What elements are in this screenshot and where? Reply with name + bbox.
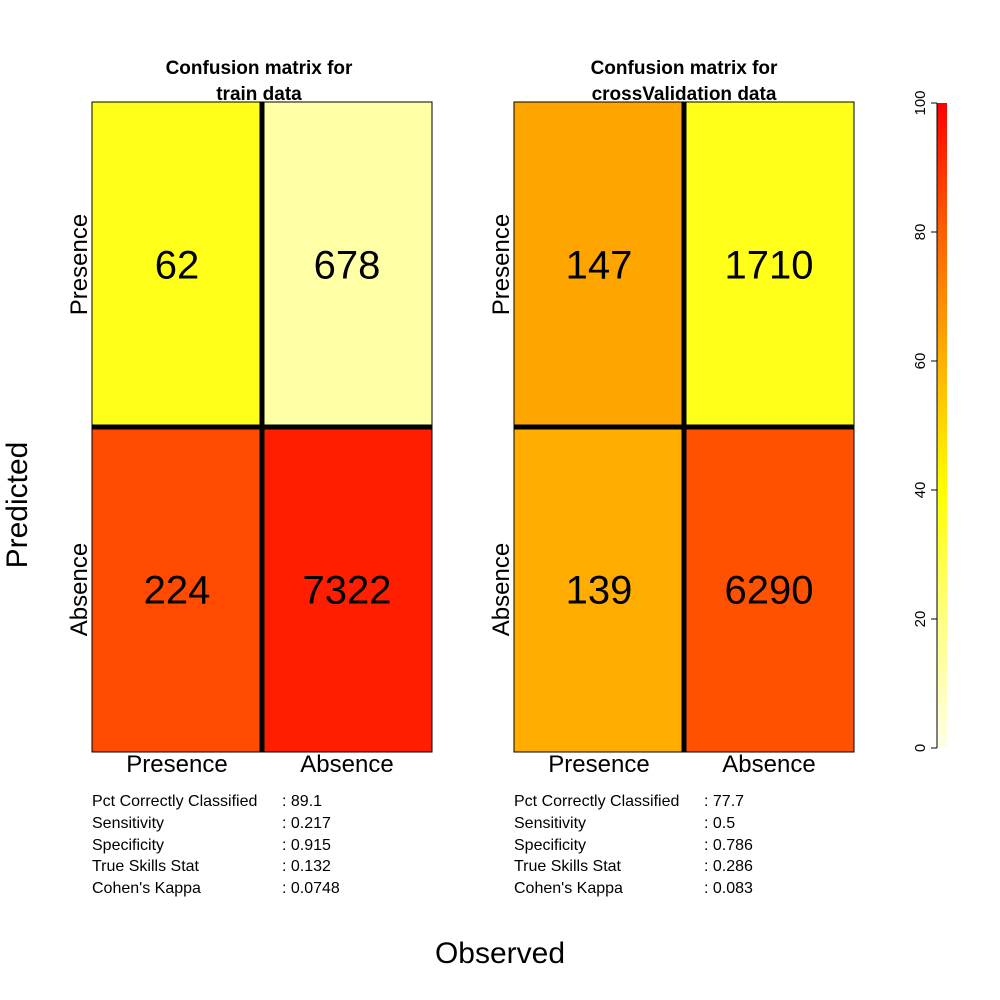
matrix-panel-crossvalidation: 147 1710 139 6290 Confusion matrix for crossV… bbox=[488, 58, 855, 778]
stat-value: : 0.915 bbox=[282, 836, 331, 854]
cell-value: 7322 bbox=[303, 569, 392, 613]
colorbar-tick-label: 40 bbox=[912, 482, 929, 499]
panel-title-line: train data bbox=[216, 84, 302, 105]
stat-value: : 0.5 bbox=[704, 814, 736, 832]
x-axis-title: Observed bbox=[434, 937, 566, 970]
cell-value: 147 bbox=[566, 244, 633, 288]
stat-label: Sensitivity bbox=[92, 814, 165, 832]
cell-presence-presence bbox=[92, 102, 262, 427]
colorbar-tick-label: 60 bbox=[912, 353, 929, 370]
cell-value: 139 bbox=[566, 569, 633, 613]
cell-presence-presence bbox=[514, 102, 684, 427]
row-label-presence: Presence bbox=[488, 214, 515, 315]
stat-label: Specificity bbox=[92, 836, 165, 854]
cell-absence-presence bbox=[92, 427, 262, 752]
cell-absence-presence bbox=[514, 427, 684, 752]
col-label-absence: Absence bbox=[300, 751, 393, 778]
stat-value: : 0.217 bbox=[282, 814, 331, 832]
row-label-absence: Absence bbox=[66, 543, 93, 636]
stat-value: : 0.286 bbox=[704, 858, 753, 876]
stat-label: Cohen's Kappa bbox=[92, 880, 201, 898]
stat-label: Pct Correctly Classified bbox=[514, 793, 680, 810]
panel-title-line: Confusion matrix for bbox=[166, 58, 353, 79]
colorbar-gradient bbox=[937, 103, 947, 748]
row-label-presence: Presence bbox=[66, 214, 93, 315]
stat-label: Pct Correctly Classified bbox=[92, 793, 258, 810]
colorbar-tick-label: 0 bbox=[912, 744, 929, 752]
cell-absence-absence bbox=[684, 427, 854, 752]
stat-label: True Skills Stat bbox=[92, 858, 199, 876]
colorbar-tick-label: 100 bbox=[912, 90, 929, 115]
cell-value: 62 bbox=[155, 244, 200, 288]
colorbar-legend: 0 20 40 60 80 100 bbox=[912, 90, 947, 752]
cell-value: 678 bbox=[314, 244, 381, 288]
colorbar-tick-label: 80 bbox=[912, 224, 929, 241]
matrix-panel-train: 62 678 224 7322 Confusion matrix for train da… bbox=[66, 58, 433, 778]
col-label-absence: Absence bbox=[722, 751, 815, 778]
cell-absence-absence bbox=[262, 427, 432, 752]
cell-value: 6290 bbox=[725, 569, 814, 613]
stat-label: Sensitivity bbox=[514, 814, 587, 832]
y-axis-title: Predicted bbox=[1, 441, 34, 569]
cell-value: 1710 bbox=[725, 244, 814, 288]
panel-title-line: crossValidation data bbox=[592, 84, 777, 105]
cell-value: 224 bbox=[144, 569, 211, 613]
stat-value: : 89.1 bbox=[282, 793, 323, 810]
stat-value: : 0.083 bbox=[704, 880, 753, 898]
stat-value: : 0.786 bbox=[704, 836, 753, 854]
row-label-absence: Absence bbox=[488, 543, 515, 636]
stat-label: True Skills Stat bbox=[514, 858, 621, 876]
cell-presence-absence bbox=[262, 102, 432, 427]
stat-label: Cohen's Kappa bbox=[514, 880, 623, 898]
cell-presence-absence bbox=[684, 102, 854, 427]
stat-label: Specificity bbox=[514, 836, 587, 854]
stat-value: : 0.0748 bbox=[282, 880, 340, 898]
colorbar-tick-label: 20 bbox=[912, 611, 929, 628]
panel-title-line: Confusion matrix for bbox=[591, 58, 778, 79]
stat-value: : 0.132 bbox=[282, 858, 331, 876]
col-label-presence: Presence bbox=[548, 751, 649, 778]
stat-value: : 77.7 bbox=[704, 793, 745, 810]
col-label-presence: Presence bbox=[126, 751, 227, 778]
